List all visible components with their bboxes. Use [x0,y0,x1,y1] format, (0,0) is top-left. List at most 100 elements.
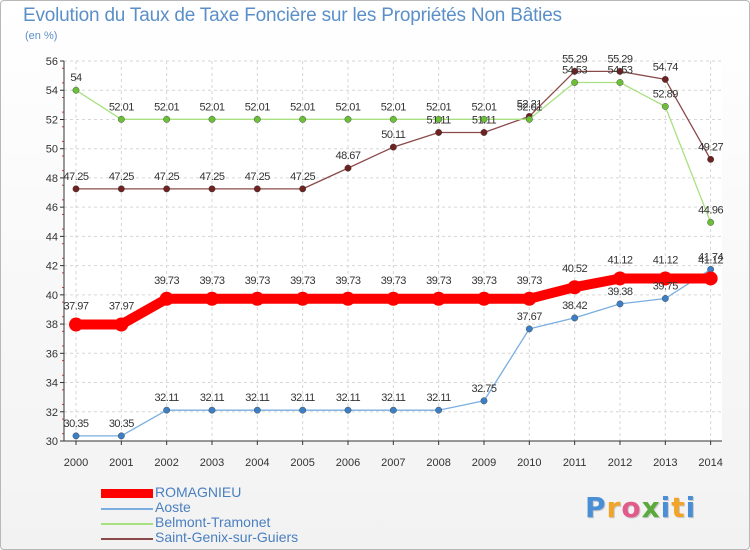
data-point-romagnieu [522,292,536,306]
data-label-belmont-tramonet: 54 [70,72,82,84]
x-tick-label: 2001 [109,457,133,469]
data-point-romagnieu [432,292,446,306]
data-label-saint-genix-sur-guiers: 47.25 [154,171,179,183]
x-tick-label: 2010 [517,457,541,469]
data-point-aoste [73,433,79,439]
data-point-romagnieu [160,292,174,306]
data-label-belmont-tramonet: 44.96 [698,204,723,216]
data-label-saint-genix-sur-guiers: 48.67 [335,150,360,162]
data-label-aoste: 30.35 [109,418,134,430]
data-point-belmont-tramonet [707,219,713,225]
data-label-romagnieu: 41.12 [653,254,678,266]
data-point-belmont-tramonet [345,116,351,122]
data-point-aoste [435,407,441,413]
data-point-romagnieu [477,292,491,306]
data-label-romagnieu: 39.73 [335,275,360,287]
data-point-romagnieu [568,280,582,294]
data-point-aoste [571,315,577,321]
data-label-saint-genix-sur-guiers: 51.11 [472,114,497,126]
x-tick-label: 2002 [154,457,178,469]
data-label-belmont-tramonet: 52.01 [471,101,496,113]
y-tick-label: 34 [46,378,58,390]
y-tick-label: 40 [46,290,58,302]
data-point-romagnieu [250,292,264,306]
data-point-aoste [163,407,169,413]
data-label-aoste: 38.42 [562,300,587,312]
legend-swatch-saint-genix-sur-guiers [101,538,153,540]
data-point-belmont-tramonet [617,79,623,85]
data-point-belmont-tramonet [209,116,215,122]
data-label-belmont-tramonet: 52.01 [335,101,360,113]
data-label-saint-genix-sur-guiers: 51.11 [427,114,452,126]
data-label-aoste: 39.38 [607,286,632,298]
data-point-belmont-tramonet [390,116,396,122]
data-label-saint-genix-sur-guiers: 50.11 [381,129,406,141]
data-point-romagnieu [386,292,400,306]
data-point-belmont-tramonet [254,116,260,122]
data-point-belmont-tramonet [163,116,169,122]
y-tick-label: 36 [46,348,58,360]
data-label-romagnieu: 40.52 [562,263,587,275]
data-label-aoste: 32.11 [336,392,361,404]
data-label-saint-genix-sur-guiers: 49.27 [698,141,723,153]
data-label-romagnieu: 39.73 [154,275,179,287]
data-point-saint-genix-sur-guiers [662,76,668,82]
legend-swatch-belmont-tramonet [101,523,153,525]
data-label-aoste: 30.35 [63,418,88,430]
data-point-romagnieu [341,292,355,306]
y-tick-label: 30 [46,436,58,448]
x-tick-label: 2006 [336,457,360,469]
data-label-belmont-tramonet: 54.53 [607,64,632,76]
data-point-saint-genix-sur-guiers [209,186,215,192]
data-label-saint-genix-sur-guiers: 54.74 [653,61,678,73]
data-label-saint-genix-sur-guiers: 47.25 [63,171,88,183]
data-point-belmont-tramonet [73,87,79,93]
data-label-romagnieu: 39.73 [426,275,451,287]
data-label-belmont-tramonet: 52.01 [245,101,270,113]
data-point-aoste [481,398,487,404]
data-point-belmont-tramonet [118,116,124,122]
data-label-romagnieu: 39.73 [381,275,406,287]
data-label-belmont-tramonet: 52.01 [381,101,406,113]
data-point-romagnieu [69,318,83,332]
y-tick-label: 54 [46,85,58,97]
data-label-romagnieu: 39.73 [471,275,496,287]
data-point-aoste [254,407,260,413]
data-point-romagnieu [704,271,718,285]
data-point-saint-genix-sur-guiers [707,156,713,162]
data-point-aoste [118,433,124,439]
data-label-aoste: 32.11 [381,392,406,404]
data-label-romagnieu: 41.12 [607,254,632,266]
data-point-aoste [617,301,623,307]
data-point-saint-genix-sur-guiers [390,144,396,150]
data-point-belmont-tramonet [299,116,305,122]
data-label-romagnieu: 39.73 [517,275,542,287]
x-tick-label: 2003 [200,457,224,469]
x-tick-label: 2009 [472,457,496,469]
data-point-romagnieu [613,271,627,285]
data-point-saint-genix-sur-guiers [254,186,260,192]
logo-letter: o [621,491,641,524]
legend-label-belmont-tramonet: Belmont-Tramonet [155,514,270,530]
x-tick-label: 2008 [426,457,450,469]
y-tick-label: 42 [46,261,58,273]
data-point-aoste [526,326,532,332]
data-label-romagnieu: 37.97 [109,301,134,313]
data-label-romagnieu: 39.73 [199,275,224,287]
data-label-romagnieu: 39.73 [245,275,270,287]
data-label-belmont-tramonet: 52.01 [154,101,179,113]
proxiti-logo: Proxiti [585,491,696,524]
data-label-belmont-tramonet: 52.89 [653,88,678,100]
data-point-aoste [209,407,215,413]
chart-frame: Evolution du Taux de Taxe Foncière sur l… [0,0,750,550]
data-point-romagnieu [296,292,310,306]
data-label-aoste: 32.11 [427,392,452,404]
data-label-belmont-tramonet: 52.01 [290,101,315,113]
data-label-belmont-tramonet: 52.01 [199,101,224,113]
data-point-aoste [299,407,305,413]
data-point-saint-genix-sur-guiers [435,129,441,135]
data-label-belmont-tramonet: 54.53 [562,64,587,76]
data-point-aoste [345,407,351,413]
x-tick-label: 2000 [64,457,88,469]
y-tick-label: 52 [46,114,58,126]
